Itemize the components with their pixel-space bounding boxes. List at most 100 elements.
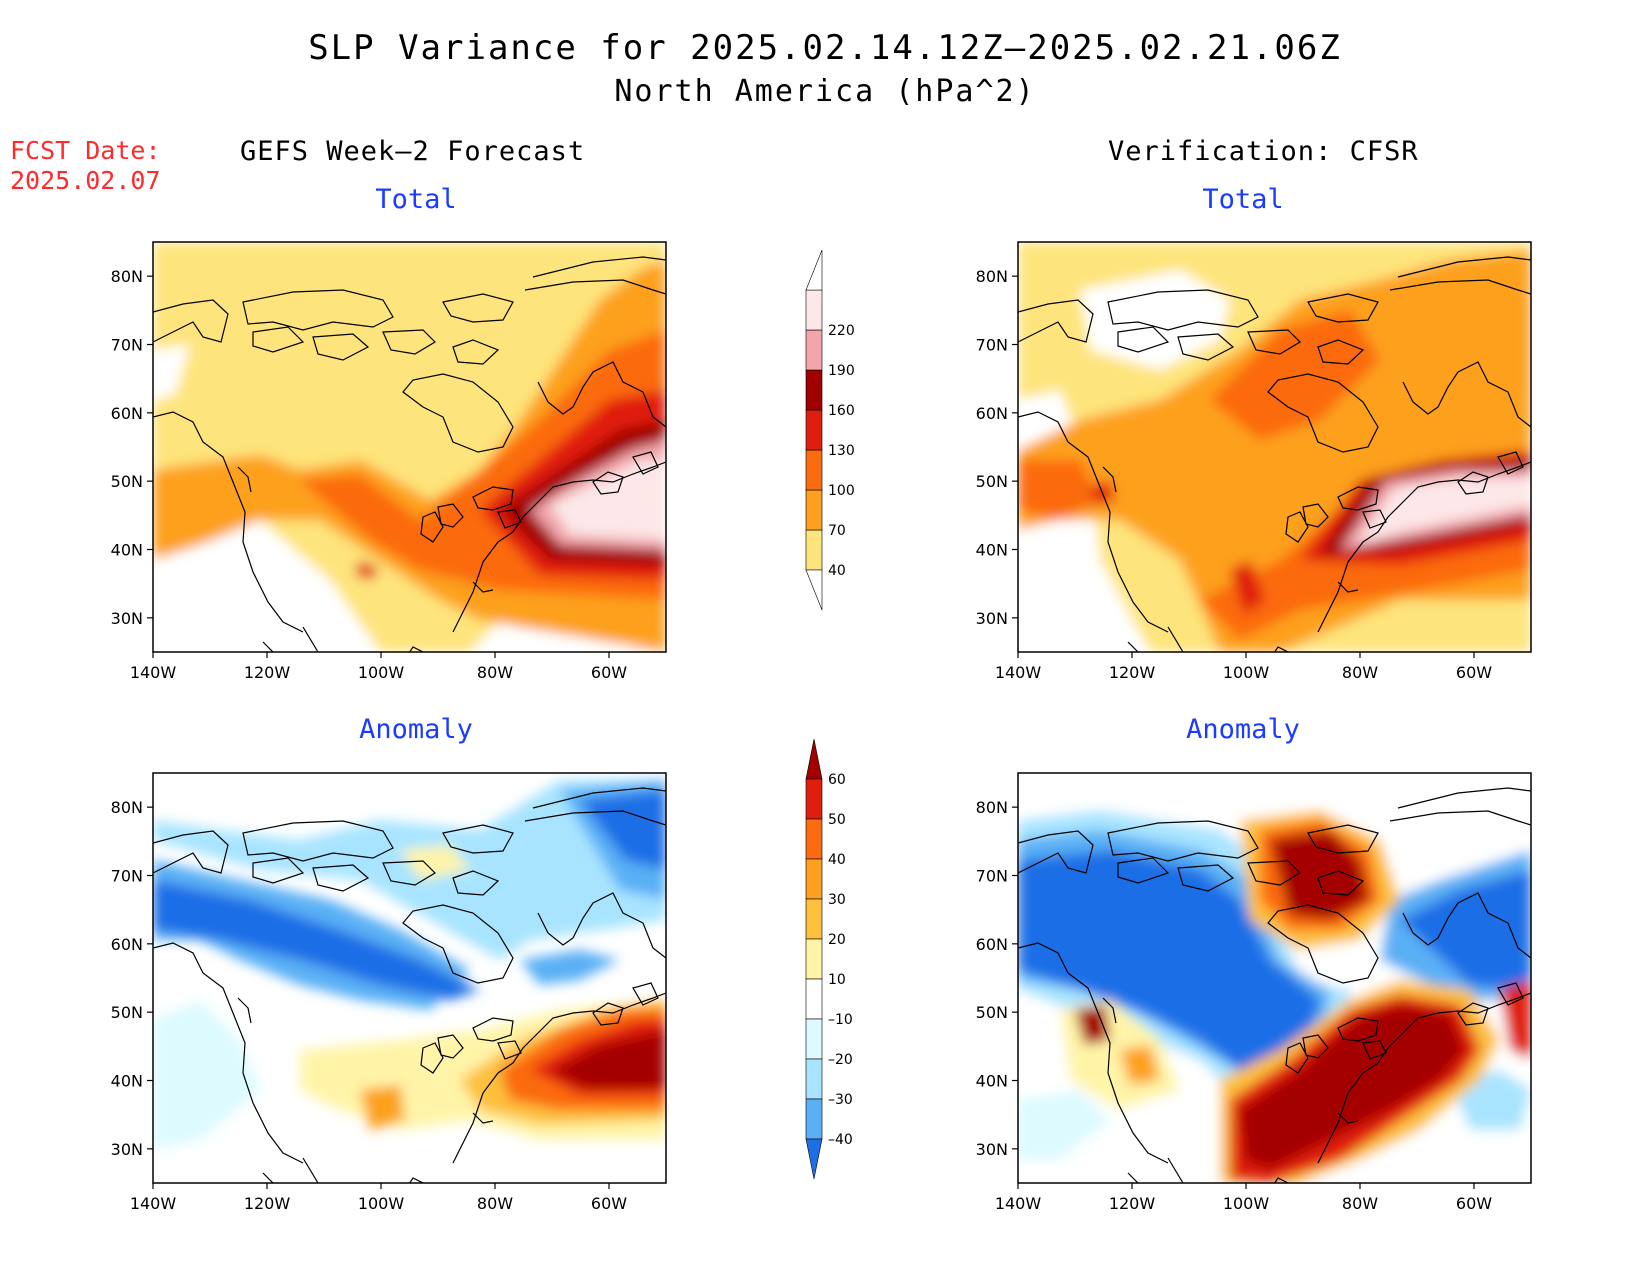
colorbar-upper-arrow [805,738,823,780]
verification-total-frame [1017,241,1532,653]
colorbar-segment [805,1018,823,1060]
lon-label: 100W [358,1194,405,1213]
colorbar-tick-label: –10 [828,1012,853,1028]
right-column-title: Verification: CFSR [1108,136,1419,167]
verification-anomaly-frame [1017,772,1532,1184]
colorbar-tick-label: 50 [828,812,846,828]
colorbar-tick-label: 100 [828,483,855,499]
forecast-anomaly-map [153,773,666,1183]
verification-total-label: Total [1202,184,1284,215]
verification-anomaly-label: Anomaly [1186,714,1300,745]
lon-label: 120W [1109,663,1156,682]
lat-label: 50N [111,472,143,491]
lat-label: 40N [976,1072,1008,1091]
forecast-anomaly-label: Anomaly [359,714,473,745]
lon-label: 120W [244,1194,291,1213]
lon-label: 140W [130,1194,177,1213]
colorbar-tick-label: –20 [828,1052,853,1068]
lat-label: 60N [111,935,143,954]
colorbar-tick-label: 20 [828,932,846,948]
verification-anomaly-map [1018,773,1531,1183]
colorbar-segment [805,529,823,571]
lon-label: 80W [1342,663,1378,682]
colorbar-segment [805,289,823,331]
colorbar-segment [805,449,823,491]
lon-label: 100W [1223,1194,1270,1213]
colorbar-segment [805,898,823,940]
forecast-total-label: Total [375,184,457,215]
lat-label: 40N [111,541,143,560]
lon-label: 80W [477,663,513,682]
anomaly-colorbar: 60 50 40 30 20 10 –10 –20 –30 –40 [805,738,853,1180]
lat-label: 40N [976,541,1008,560]
colorbar-segment [805,409,823,451]
chart-subtitle: North America (hPa^2) [614,74,1036,109]
lat-label: 80N [976,798,1008,817]
chart-title: SLP Variance for 2025.02.14.12Z–2025.02.… [308,28,1342,68]
lat-label: 30N [976,1140,1008,1159]
lon-label: 60W [1456,1194,1492,1213]
colorbar-tick-label: 220 [828,323,855,339]
lon-label: 60W [591,663,627,682]
lat-label: 30N [111,1140,143,1159]
lat-label: 60N [111,404,143,423]
colorbar-segment [805,778,823,820]
forecast-date-block: FCST Date: 2025.02.07 [10,136,161,196]
colorbar-segment [805,489,823,531]
colorbar-tick-label: 40 [828,563,846,579]
lat-label: 60N [976,935,1008,954]
colorbar-segment [805,329,823,371]
colorbar-segment [805,818,823,860]
forecast-anomaly-frame [152,772,667,1184]
lat-label: 30N [976,609,1008,628]
lat-label: 80N [111,798,143,817]
colorbar-segment [805,1058,823,1100]
lon-label: 120W [1109,1194,1156,1213]
left-column-title: GEFS Week–2 Forecast [240,136,586,167]
colorbar-tick-label: 70 [828,523,846,539]
lon-label: 100W [358,663,405,682]
lon-label: 60W [1456,663,1492,682]
lon-label: 140W [130,663,177,682]
colorbar-tick-label: 130 [828,443,855,459]
lon-label: 80W [1342,1194,1378,1213]
lon-label: 120W [244,663,291,682]
colorbar-upper-arrow [805,249,823,291]
forecast-date-value: 2025.02.07 [10,166,161,195]
lat-label: 30N [111,609,143,628]
colorbar-tick-label: 160 [828,403,855,419]
lon-label: 140W [995,663,1042,682]
colorbar-segment [805,369,823,411]
colorbar-segment [805,938,823,980]
lat-label: 70N [976,336,1008,355]
lon-label: 100W [1223,663,1270,682]
lat-label: 50N [976,472,1008,491]
colorbar-tick-label: 10 [828,972,846,988]
lon-label: 80W [477,1194,513,1213]
colorbar-segment [805,1098,823,1140]
colorbar-tick-label: –40 [828,1132,853,1148]
lat-label: 50N [976,1003,1008,1022]
lat-label: 50N [111,1003,143,1022]
colorbar-tick-label: 190 [828,363,855,379]
total-colorbar: 40 70 100 130 160 190 220 [805,249,855,611]
colorbar-segment [805,858,823,900]
colorbar-segment [805,978,823,1020]
lat-label: 80N [976,267,1008,286]
colorbar-lower-arrow [805,569,823,611]
lat-label: 80N [111,267,143,286]
colorbar-tick-label: –30 [828,1092,853,1108]
forecast-total-frame [152,241,667,653]
axis-labels: 80N 70N 60N 50N 40N 30N 140W 120W 100W 80W 60W 80N 7… [111,267,1493,1213]
verification-total-map [1018,242,1531,652]
colorbar-tick-label: 60 [828,772,846,788]
colorbar-tick-label: 30 [828,892,846,908]
colorbar-lower-arrow [805,1138,823,1180]
lat-label: 70N [111,336,143,355]
lat-label: 70N [111,867,143,886]
lat-label: 60N [976,404,1008,423]
lon-label: 140W [995,1194,1042,1213]
colorbar-tick-label: 40 [828,852,846,868]
lat-label: 40N [111,1072,143,1091]
